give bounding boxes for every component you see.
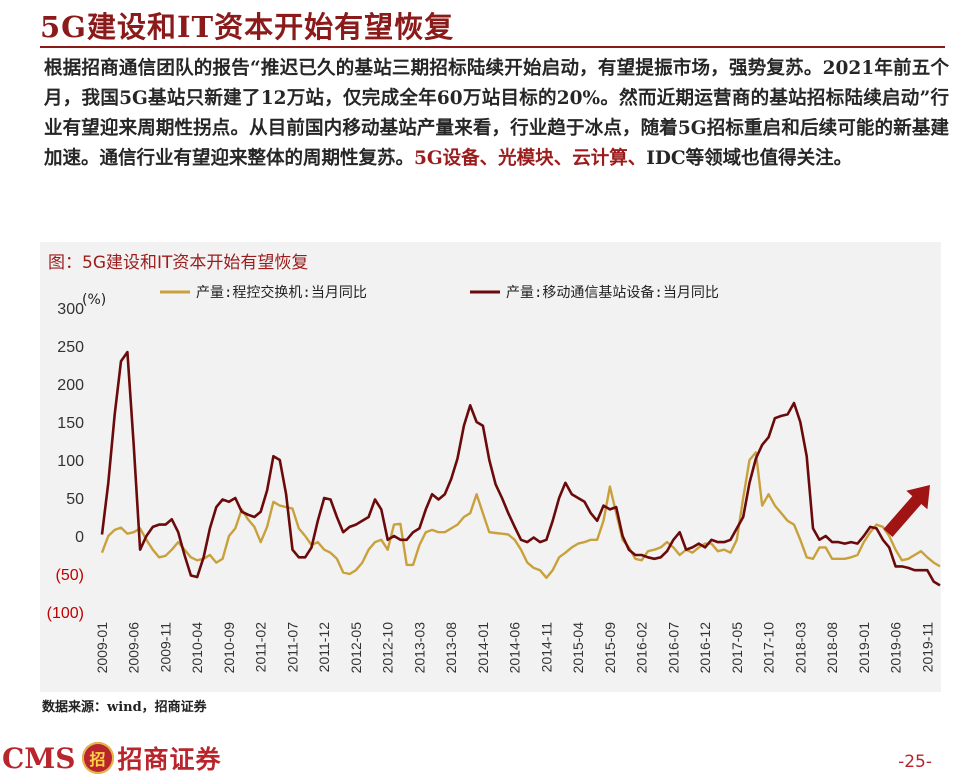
x-tick-label: 2013-03 [411,622,427,674]
x-tick-label: 2013-08 [443,622,459,674]
series-line-exchange [100,451,941,579]
y-tick-label: 0 [75,529,84,546]
x-tick-label: 2011-02 [253,622,269,673]
y-tick-label: (50) [56,567,84,584]
series-line-base-station [100,350,941,587]
slide-title: 5G建设和IT资本开始有望恢复 [40,10,455,44]
trend-up-arrow-icon [883,485,930,537]
x-tick-label: 2018-03 [792,622,808,674]
x-tick-label: 2012-05 [348,622,364,674]
y-tick-label: 150 [57,415,84,432]
x-tick-label: 2014-06 [507,622,523,674]
x-tick-label: 2009-11 [157,622,173,673]
y-tick-label: 250 [57,339,84,356]
x-tick-label: 2014-01 [475,622,491,674]
page-number: -25- [898,752,932,772]
body-text-main: 根据招商通信团队的报告“推迟已久的基站三期招标陆续开始启动，有望提振市场，强势复… [44,58,949,169]
x-tick-label: 2016-12 [697,622,713,674]
chart-title: 图：5G建设和IT资本开始有望恢复 [48,253,309,273]
legend-label: 产量:程控交换机:当月同比 [196,284,367,301]
x-tick-label: 2018-08 [824,622,840,674]
x-tick-label: 2016-07 [665,622,681,674]
x-tick-label: 2017-10 [761,622,777,674]
x-tick-label: 2014-11 [538,622,554,673]
x-tick-label: 2016-02 [634,622,650,674]
y-tick-label: 300 [57,301,84,318]
legend-label: 产量:移动通信基站设备:当月同比 [506,284,719,301]
body-text-highlight: 5G设备、光模块、云计算、 [414,148,647,169]
y-axis-unit-label: (%) [82,292,106,308]
y-tick-label: (100) [47,605,84,622]
x-tick-label: 2010-09 [221,622,237,674]
x-tick-label: 2019-01 [856,622,872,674]
x-tick-label: 2019-06 [888,622,904,674]
body-text-tail: IDC等领域也值得关注。 [646,148,853,169]
y-tick-label: 50 [66,491,84,508]
company-logo: CMS 招 招商证券 [2,738,222,778]
x-tick-label: 2015-09 [602,622,618,674]
x-tick-label: 2015-04 [570,622,586,674]
logo-company-name: 招商证券 [117,745,222,774]
x-tick-label: 2017-05 [729,622,745,674]
title-divider [40,46,945,48]
x-tick-label: 2009-06 [126,622,142,674]
data-source: 数据来源：wind，招商证券 [42,700,207,715]
logo-seal-icon: 招 [81,742,114,774]
x-tick-label: 2011-12 [316,622,332,673]
x-tick-label: 2012-10 [380,622,396,674]
logo-cms-text: CMS [2,741,76,775]
x-tick-label: 2010-04 [189,622,205,674]
x-tick-label: 2009-01 [94,622,110,674]
body-paragraph: 根据招商通信团队的报告“推迟已久的基站三期招标陆续开始启动，有望提振市场，强势复… [44,54,949,174]
y-tick-label: 100 [57,453,84,470]
y-tick-label: 200 [57,377,84,394]
x-tick-label: 2020-04 [951,622,954,674]
x-tick-label: 2011-07 [284,622,300,673]
x-tick-label: 2019-11 [919,622,935,673]
